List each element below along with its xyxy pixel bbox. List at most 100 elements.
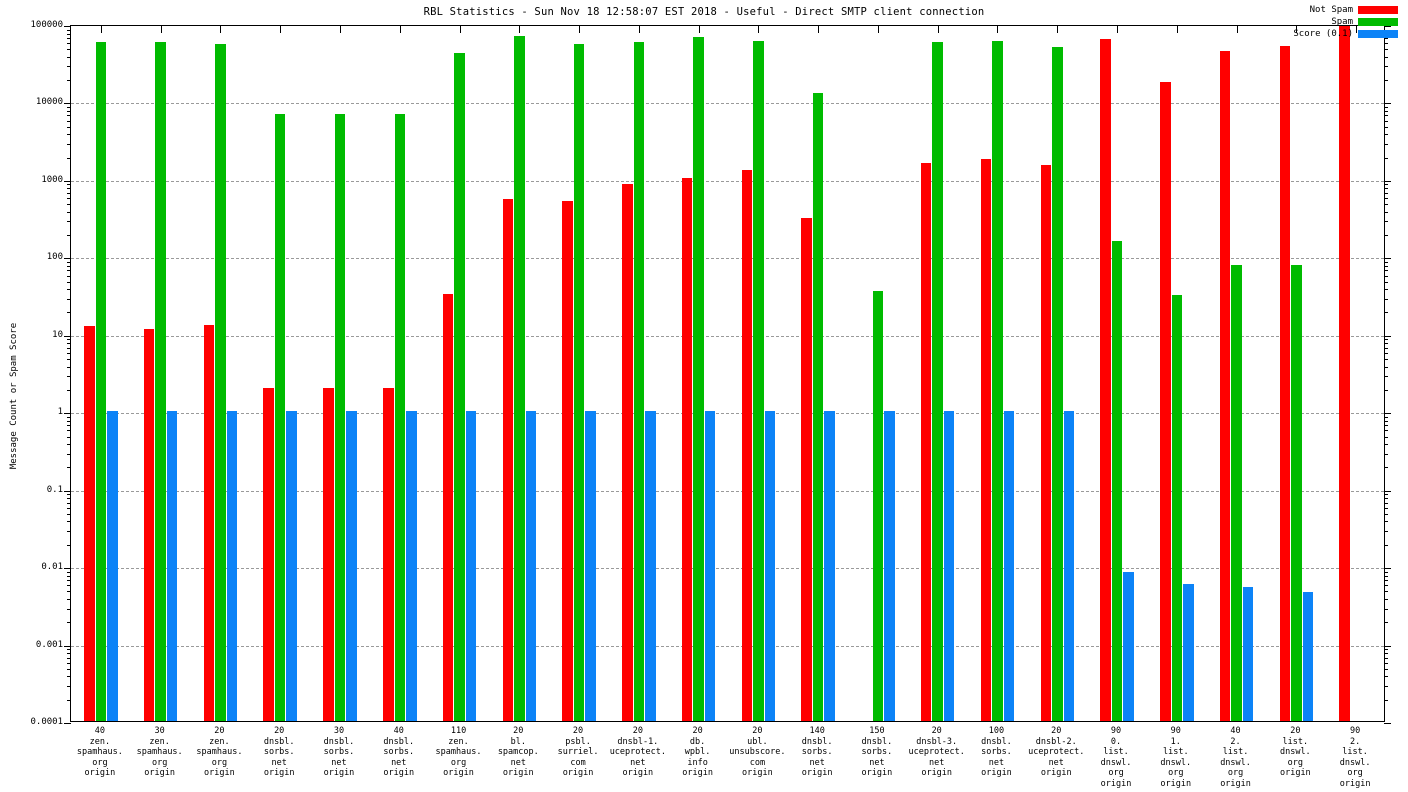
axis-tick-major	[1384, 258, 1391, 260]
axis-tick-minor	[1384, 668, 1388, 670]
axis-tick-minor	[1384, 622, 1388, 624]
axis-tick-minor	[67, 608, 71, 610]
axis-tick-minor	[67, 261, 71, 263]
axis-tick-minor	[1384, 221, 1388, 223]
axis-tick-minor	[1384, 531, 1388, 533]
y-axis-tick-labels: 100000 10000 1000 100 10 1 0.1 0.01 0.001 0.0001	[0, 20, 63, 727]
axis-tick-minor	[1384, 653, 1388, 655]
x-tick-label: 20 dnsbl. sorbs. net origin	[263, 726, 295, 778]
x-tick-label: 20 bl. spamcop. net origin	[497, 726, 539, 778]
bar-spam	[1171, 294, 1183, 721]
axis-tick-major	[64, 180, 71, 182]
axis-tick-minor	[1384, 575, 1388, 577]
legend-swatch-not-spam-icon	[1358, 5, 1398, 14]
bar-spam	[215, 43, 226, 721]
plot-area	[64, 25, 1391, 724]
bar-spam	[1291, 264, 1302, 721]
bar-score	[824, 411, 835, 721]
axis-tick-minor	[67, 80, 71, 82]
bar-score	[1063, 411, 1074, 721]
axis-tick-minor	[67, 376, 71, 378]
axis-tick-minor	[67, 453, 71, 455]
bar-spam	[95, 42, 107, 721]
axis-tick-minor	[67, 467, 71, 469]
x-tick-label: 40 dnsbl. sorbs. net origin	[383, 726, 415, 778]
axis-tick-major	[1384, 103, 1391, 105]
bar-not-spam	[741, 170, 753, 721]
axis-tick-minor	[1384, 270, 1388, 272]
bar-spam	[812, 92, 824, 721]
bar-score	[166, 411, 178, 721]
axis-tick-major	[64, 645, 71, 647]
axis-tick-minor	[67, 430, 71, 432]
axis-tick-minor	[67, 33, 71, 35]
axis-tick-minor	[1384, 80, 1388, 82]
bar-not-spam	[920, 163, 932, 721]
axis-tick-minor	[67, 281, 71, 283]
axis-tick-minor	[1384, 507, 1388, 509]
bar-score	[943, 411, 955, 721]
axis-tick-minor	[1384, 425, 1388, 427]
axis-tick-minor	[67, 657, 71, 659]
axis-tick-major	[64, 335, 71, 337]
bar-not-spam	[263, 387, 274, 721]
gridline	[71, 103, 1384, 105]
axis-tick-minor	[67, 56, 71, 58]
axis-tick-minor	[67, 134, 71, 136]
axis-tick-minor	[1384, 699, 1388, 701]
bar-spam	[1052, 47, 1063, 721]
axis-tick-minor	[67, 289, 71, 291]
bar-spam	[932, 42, 943, 721]
category-tick	[1296, 26, 1298, 33]
axis-tick-minor	[67, 211, 71, 213]
axis-tick-minor	[1384, 436, 1388, 438]
category-tick	[638, 26, 640, 33]
axis-tick-minor	[1384, 275, 1388, 277]
bar-not-spam	[1100, 38, 1111, 721]
axis-tick-minor	[67, 507, 71, 509]
bar-not-spam	[442, 293, 454, 721]
axis-tick-minor	[67, 521, 71, 523]
bar-spam	[394, 114, 405, 721]
axis-tick-minor	[67, 622, 71, 624]
axis-tick-minor	[67, 188, 71, 190]
axis-tick-major	[1384, 413, 1391, 415]
axis-tick-minor	[1384, 106, 1388, 108]
bar-score	[884, 411, 895, 721]
category-tick	[280, 26, 282, 33]
category-tick	[339, 26, 341, 33]
axis-tick-minor	[1384, 430, 1388, 432]
axis-tick-minor	[67, 436, 71, 438]
y-tick-label: 1	[57, 407, 63, 418]
category-tick	[459, 26, 461, 33]
category-tick	[519, 26, 521, 33]
axis-tick-minor	[1384, 591, 1388, 593]
axis-tick-major	[64, 413, 71, 415]
axis-tick-minor	[1384, 649, 1388, 651]
category-tick	[220, 26, 222, 33]
bar-not-spam	[383, 387, 394, 721]
axis-tick-major	[64, 723, 71, 724]
gridline	[71, 258, 1384, 260]
axis-tick-minor	[1384, 37, 1388, 39]
x-tick-label: 150 dnsbl. sorbs. net origin	[861, 726, 893, 778]
x-tick-label: 100 dnsbl. sorbs. net origin	[981, 726, 1012, 778]
axis-tick-minor	[1384, 192, 1388, 194]
bar-spam	[573, 43, 585, 721]
axis-tick-minor	[1384, 298, 1388, 300]
axis-tick-minor	[1384, 359, 1388, 361]
axis-tick-minor	[1384, 662, 1388, 664]
y-tick-label: 100	[46, 252, 63, 263]
axis-tick-minor	[67, 444, 71, 446]
y-tick-label: 100000	[30, 20, 63, 30]
legend-item-not-spam: Not Spam	[1293, 4, 1398, 15]
category-tick	[937, 26, 939, 33]
axis-tick-minor	[67, 184, 71, 186]
bar-spam	[334, 114, 346, 721]
legend-item-spam: Spam	[1293, 16, 1398, 27]
axis-tick-minor	[67, 192, 71, 194]
axis-tick-major	[1384, 723, 1391, 724]
axis-tick-minor	[67, 668, 71, 670]
bar-score	[764, 411, 776, 721]
y-tick-label: 0.001	[35, 639, 63, 650]
